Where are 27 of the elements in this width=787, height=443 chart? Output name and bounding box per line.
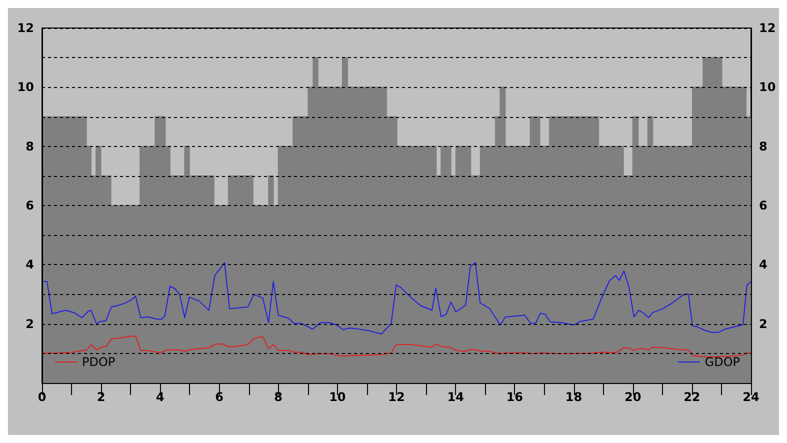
x-tick-label: 24 (742, 390, 760, 404)
y-tick-label: 2 (26, 316, 34, 331)
y-tick-label: 10 (17, 80, 34, 94)
y-tick-label: 4 (26, 258, 34, 272)
y2-tick-label: 2 (759, 316, 768, 331)
y2-tick-label: 10 (759, 80, 776, 94)
x-tick-label: 20 (624, 390, 642, 404)
y-tick-label: 6 (26, 198, 34, 212)
x-tick-label: 0 (38, 390, 46, 404)
line-series (42, 336, 752, 358)
legend-label: PDOP (82, 355, 116, 369)
y2-tick-label: 4 (759, 258, 768, 272)
y-tick-label: 8 (26, 139, 34, 154)
x-tick-label: 18 (565, 390, 582, 404)
y-tick-label: 12 (17, 21, 34, 35)
legend-label: GDOP (704, 355, 740, 369)
x-tick-label: 12 (388, 390, 405, 404)
line-series (42, 262, 752, 334)
x-tick-label: 8 (274, 390, 283, 404)
x-tick-label: 14 (447, 390, 464, 404)
y2-tick-label: 8 (759, 139, 768, 154)
y2-tick-label: 12 (759, 21, 776, 35)
x-tick-label: 6 (215, 390, 224, 404)
x-tick-label: 10 (329, 390, 346, 404)
x-tick-label: 22 (684, 390, 700, 404)
x-tick-label: 16 (506, 390, 524, 404)
y2-tick-label: 6 (759, 198, 768, 212)
